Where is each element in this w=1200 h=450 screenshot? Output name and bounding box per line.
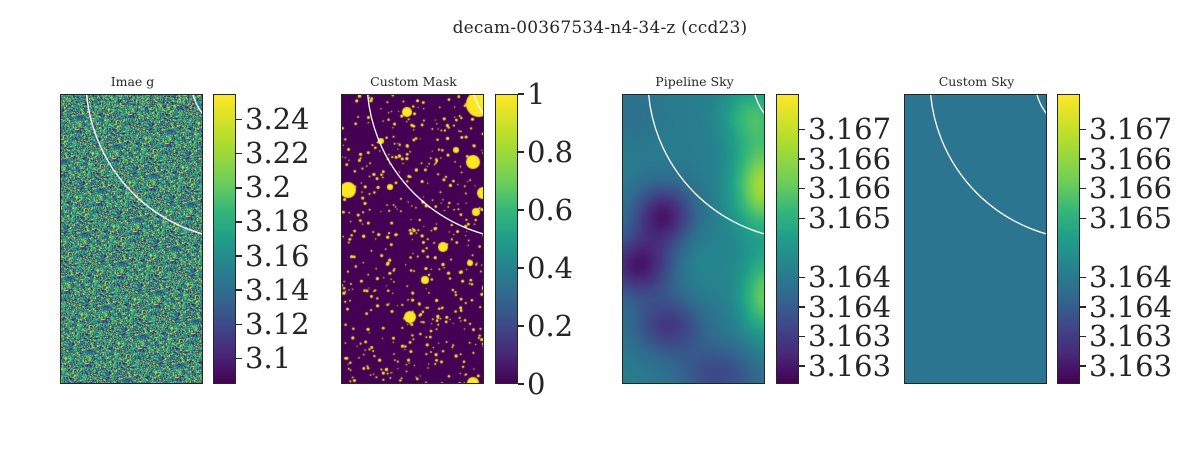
colorbar-tick-mark <box>1080 158 1086 160</box>
panel-title-image: Imae g <box>110 74 155 89</box>
colorbar-tick-mark <box>799 276 805 279</box>
circle-overlay <box>930 95 1046 235</box>
overlay-arc <box>1036 95 1046 115</box>
colorbar-tick-mark <box>1080 306 1086 308</box>
colorbar-tick-label: 3.12 <box>245 306 310 341</box>
colorbar-tick-label: 3.24 <box>245 102 310 137</box>
colorbar-tick-mark <box>236 221 242 223</box>
overlay-arc <box>648 95 764 235</box>
colorbar-tick-label: 3.2 <box>245 170 292 205</box>
colorbar-tick-mark <box>518 267 524 269</box>
panel-title-pipeline-sky: Pipeline Sky <box>655 74 734 89</box>
mask-panel <box>341 94 484 384</box>
circle-overlay <box>648 95 764 235</box>
colorbar-tick-label: 3.167 <box>808 112 892 146</box>
overlay-arc <box>86 95 202 235</box>
pipeline-sky-canvas <box>623 95 764 383</box>
figure-title: decam-00367534-n4-34-z (ccd23) <box>452 18 748 38</box>
colorbar-tick-label: 0 <box>527 366 546 401</box>
overlay-arc <box>367 95 483 235</box>
colorbar-pipeline-sky <box>776 94 799 384</box>
circle-overlay <box>367 95 483 235</box>
colorbar-tick-mark <box>1080 187 1086 190</box>
colorbar-tick-label: 3.14 <box>245 272 310 307</box>
image-noise-canvas <box>61 95 202 383</box>
colorbar-tick-mark <box>236 289 242 291</box>
colorbar-tick-mark <box>518 383 524 385</box>
overlay-arc <box>754 95 764 115</box>
colorbar-tick-label: 1 <box>527 76 546 111</box>
colorbar-tick-mark <box>1080 335 1086 338</box>
colorbar-tick-label: 3.167 <box>1089 112 1173 146</box>
colorbar-image <box>213 94 236 384</box>
circle-overlay <box>86 95 202 235</box>
colorbar-tick-label: 3.1 <box>245 340 292 375</box>
colorbar-tick-mark <box>236 118 242 121</box>
colorbar-tick-label: 3.166 <box>808 171 892 206</box>
overlay-arc <box>192 95 202 115</box>
colorbar-tick-mark <box>518 209 524 211</box>
colorbar-tick-mark <box>236 323 242 326</box>
colorbar-tick-label: 3.166 <box>808 141 892 176</box>
colorbar-tick-label: 0.2 <box>527 308 574 343</box>
mask-canvas <box>342 95 483 383</box>
colorbar-tick-label: 3.164 <box>808 259 892 294</box>
colorbar-tick-mark <box>1080 276 1086 279</box>
panel-title-mask: Custom Mask <box>370 74 457 89</box>
colorbar-tick-label: 3.164 <box>1089 289 1173 324</box>
colorbar-tick-mark <box>518 151 524 153</box>
colorbar-tick-label: 3.16 <box>245 238 310 273</box>
colorbar-tick-mark <box>799 365 805 367</box>
colorbar-tick-mark <box>236 152 242 155</box>
colorbar-tick-mark <box>236 255 242 257</box>
colorbar-tick-label: 3.164 <box>1089 259 1173 294</box>
colorbar-tick-label: 0.4 <box>527 250 574 285</box>
colorbar-tick-mark <box>799 217 805 220</box>
colorbar-tick-label: 0.6 <box>527 192 574 227</box>
colorbar-tick-mark <box>799 128 805 131</box>
colorbar-tick-label: 3.163 <box>1089 348 1173 383</box>
colorbar-tick-label: 3.165 <box>1089 200 1173 235</box>
colorbar-tick-label: 3.163 <box>1089 319 1173 354</box>
image-panel <box>60 94 203 384</box>
colorbar-tick-mark <box>1080 128 1086 131</box>
colorbar-tick-mark <box>799 158 805 160</box>
colorbar-tick-mark <box>1080 365 1086 367</box>
colorbar-tick-mark <box>1080 217 1086 220</box>
colorbar-tick-mark <box>799 187 805 190</box>
colorbar-tick-mark <box>799 306 805 308</box>
colorbar-tick-mark <box>799 335 805 338</box>
colorbar-tick-label: 3.166 <box>1089 141 1173 176</box>
colorbar-tick-label: 3.163 <box>808 348 892 383</box>
colorbar-tick-mark <box>518 325 524 327</box>
custom-sky-canvas <box>905 95 1046 383</box>
overlay-arc <box>473 95 483 115</box>
colorbar-tick-mark <box>236 187 242 189</box>
colorbar-tick-label: 3.163 <box>808 319 892 354</box>
colorbar-tick-mark <box>518 93 524 95</box>
colorbar-tick-label: 3.166 <box>1089 171 1173 206</box>
pipeline-sky-panel <box>622 94 765 384</box>
colorbar-custom-sky <box>1057 94 1080 384</box>
custom-sky-panel <box>904 94 1047 384</box>
colorbar-tick-label: 3.22 <box>245 136 310 171</box>
colorbar-mask <box>495 94 518 384</box>
colorbar-tick-label: 3.18 <box>245 204 310 239</box>
colorbar-tick-label: 3.164 <box>808 289 892 324</box>
overlay-arc <box>930 95 1046 235</box>
colorbar-tick-label: 3.165 <box>808 200 892 235</box>
colorbar-tick-mark <box>236 357 242 360</box>
panel-title-custom-sky: Custom Sky <box>938 74 1015 89</box>
colorbar-tick-label: 0.8 <box>527 134 574 169</box>
